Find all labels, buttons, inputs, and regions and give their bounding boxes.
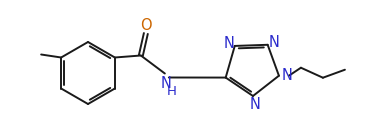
Text: N: N <box>268 35 279 50</box>
Text: N: N <box>250 97 260 112</box>
Text: N: N <box>282 68 292 83</box>
Text: H: H <box>167 85 177 98</box>
Text: O: O <box>140 18 152 33</box>
Text: N: N <box>223 36 234 51</box>
Text: N: N <box>160 76 171 91</box>
